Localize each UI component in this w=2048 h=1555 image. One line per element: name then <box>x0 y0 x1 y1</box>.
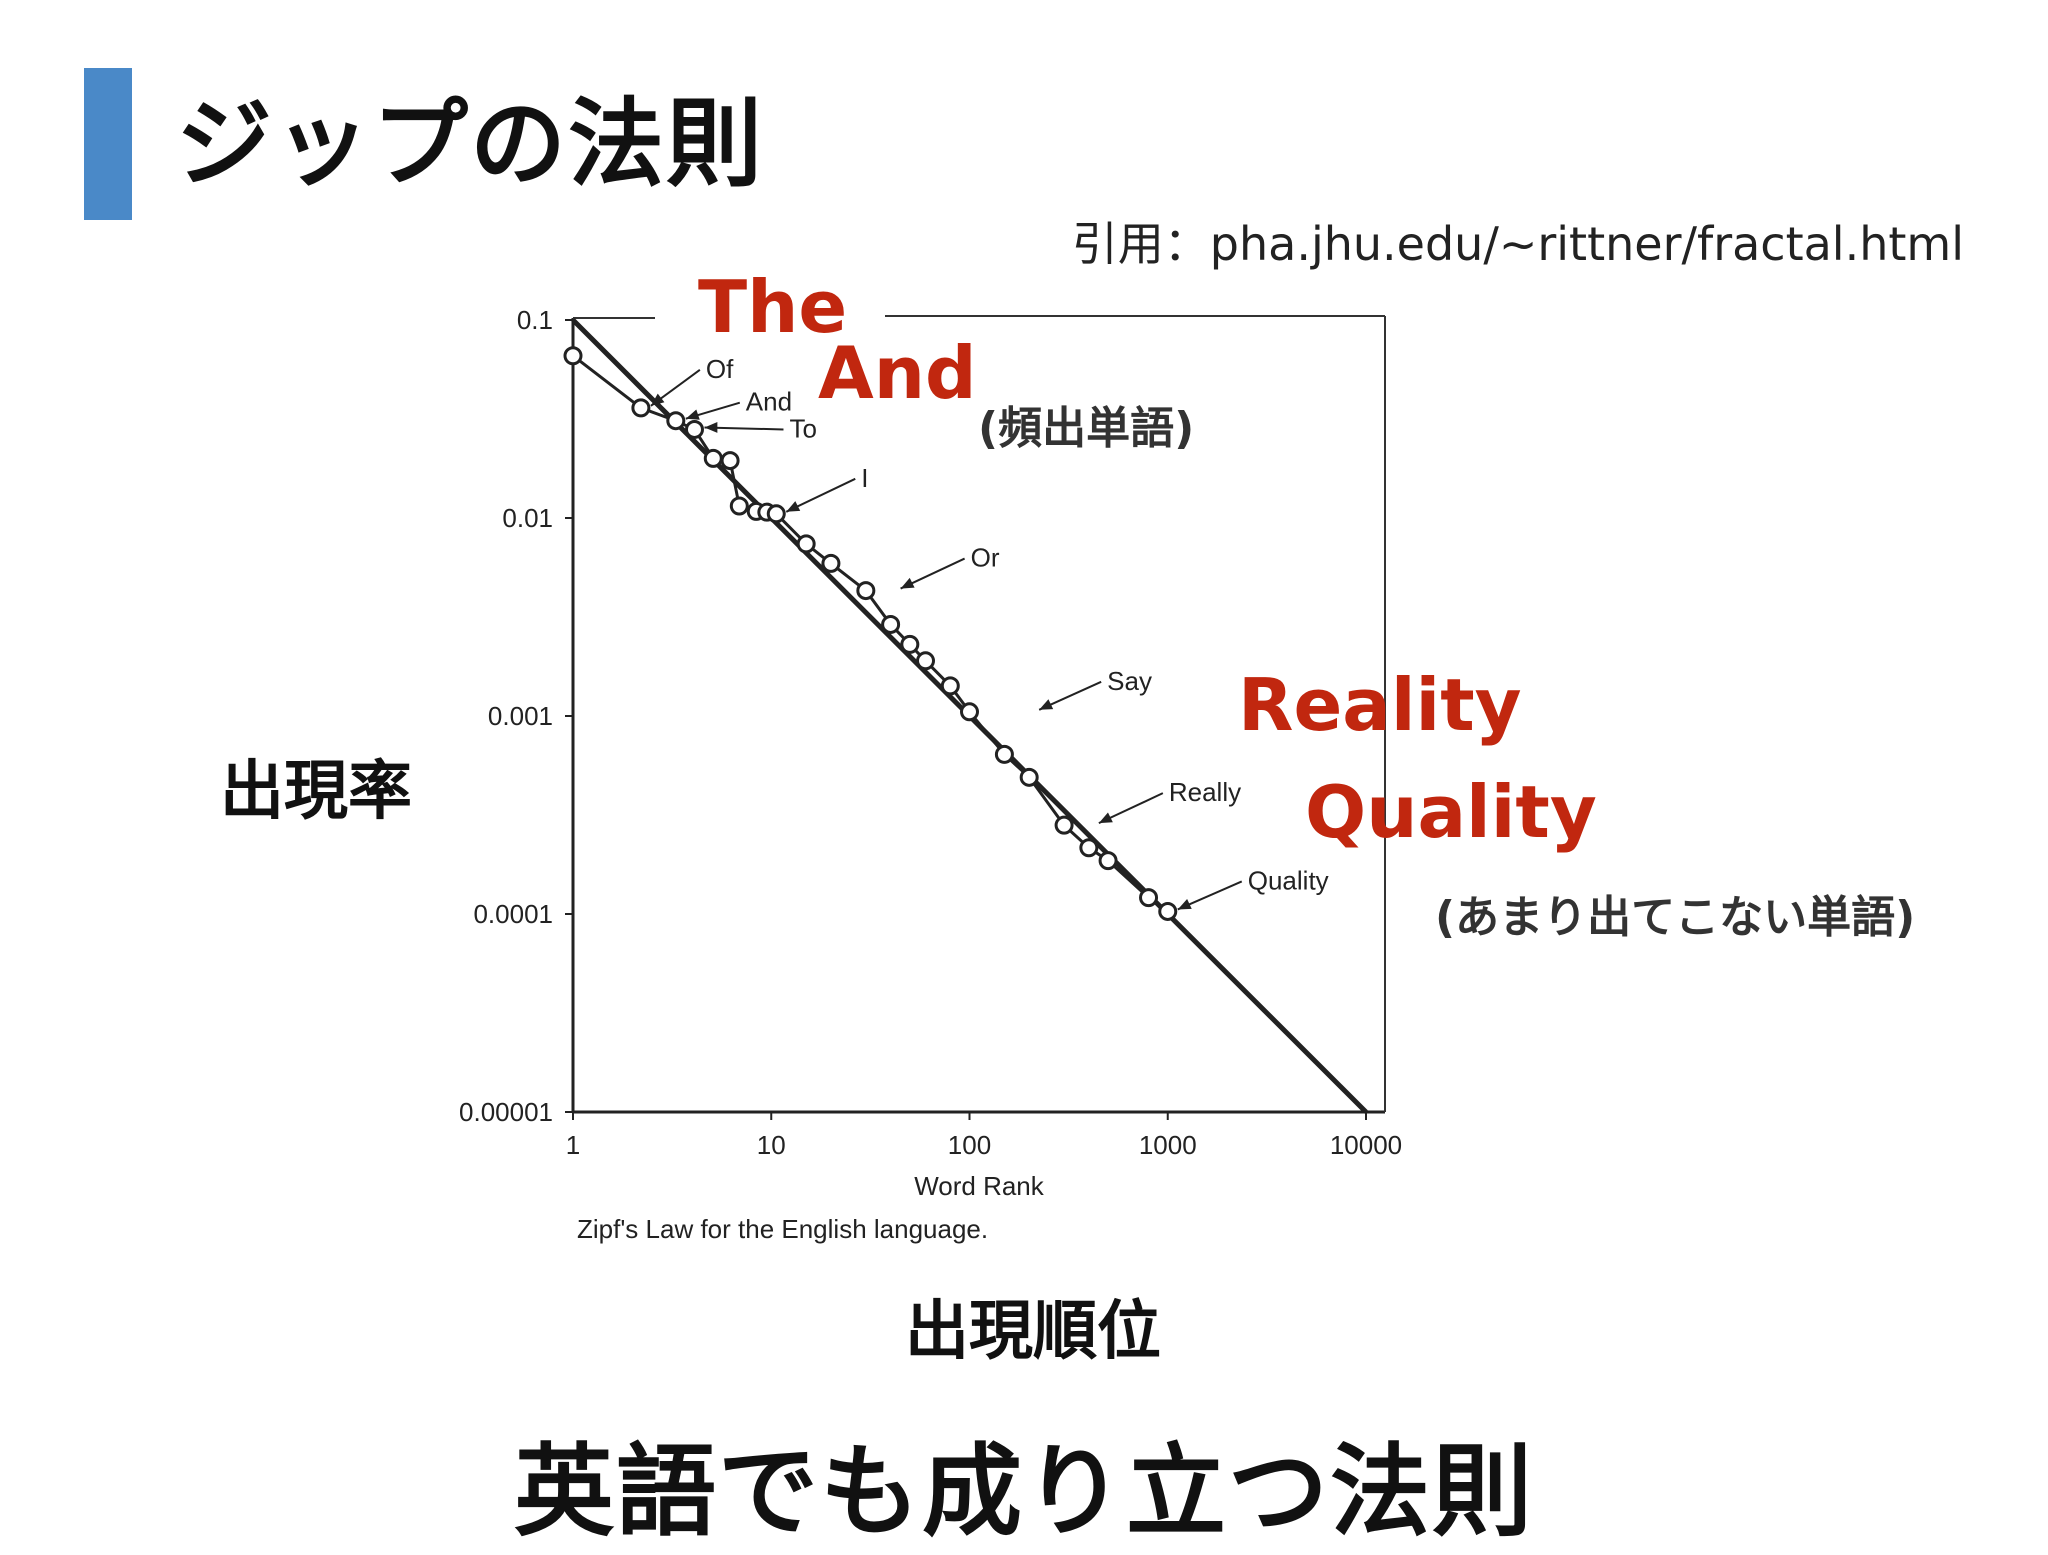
x-axis-label: Word Rank <box>914 1171 1045 1201</box>
data-point <box>766 504 786 524</box>
annotation-arrowhead <box>704 422 718 433</box>
data-point <box>994 744 1014 764</box>
annotation-arrowhead <box>650 393 665 406</box>
highlight-reality: Reality <box>1238 663 1522 747</box>
y-ticks: 0.1 0.01 0.001 0.0001 0.00001 <box>459 305 573 1127</box>
data-points <box>563 346 1178 921</box>
annotation-label: Or <box>971 543 1000 573</box>
data-point <box>1158 901 1178 921</box>
data-point <box>900 634 920 654</box>
data-point <box>666 411 686 431</box>
annotation-label: To <box>789 413 816 443</box>
data-point <box>940 676 960 696</box>
y-tick-label: 0.1 <box>517 305 553 335</box>
data-point <box>563 346 583 366</box>
data-point <box>720 451 740 471</box>
data-point <box>1139 888 1159 908</box>
annotation-arrowhead <box>1177 899 1192 910</box>
annotation-arrow <box>704 426 784 431</box>
highlight-the: The <box>698 265 847 349</box>
annotation-arrowhead <box>685 409 700 420</box>
annotation-label: Of <box>706 354 734 384</box>
page-title: ジップの法則 <box>176 88 764 200</box>
x-ticks: 1 10 100 1000 10000 <box>566 1112 1402 1160</box>
y-tick-label: 0.01 <box>502 503 553 533</box>
data-point <box>796 534 816 554</box>
annotation-label: I <box>861 463 868 493</box>
data-point <box>821 553 841 573</box>
annotation-arrowhead <box>1098 812 1113 824</box>
annotation-label: Say <box>1107 666 1152 696</box>
x-tick-label: 1000 <box>1139 1130 1197 1160</box>
y-axis-label-jp: 出現率 <box>220 755 412 829</box>
data-point <box>684 419 704 439</box>
chart-title: Zipf's Law for the English language. <box>577 1214 988 1244</box>
annotation-arrowhead <box>900 577 915 589</box>
x-tick-label: 10000 <box>1330 1130 1402 1160</box>
y-tick-label: 0.0001 <box>473 899 553 929</box>
y-tick-label: 0.001 <box>488 701 553 731</box>
data-point <box>631 398 651 418</box>
annotation-arrowhead <box>1039 699 1054 710</box>
data-point <box>1054 815 1074 835</box>
rare-note: (あまり出てこない単語) <box>1435 892 1915 943</box>
annotation-label: And <box>746 387 792 417</box>
x-tick-label: 10 <box>757 1130 786 1160</box>
data-point <box>703 448 723 468</box>
data-point <box>916 651 936 671</box>
slide-caption: 英語でも成り立つ法則 <box>514 1433 1534 1550</box>
frequent-note: (頻出単語) <box>978 403 1194 454</box>
annotation-arrowhead <box>786 501 801 512</box>
x-axis-label-jp: 出現順位 <box>905 1295 1161 1369</box>
annotation-label: Really <box>1169 777 1241 807</box>
data-point <box>960 702 979 722</box>
annotation-label: Quality <box>1248 865 1329 895</box>
source-citation: 引用：pha.jhu.edu/~rittner/fractal.html <box>1071 217 1964 271</box>
data-point <box>729 496 749 516</box>
title-accent-bar <box>84 68 132 220</box>
highlight-quality: Quality <box>1305 770 1597 854</box>
data-point <box>1098 851 1118 871</box>
x-tick-label: 1 <box>566 1130 580 1160</box>
data-point <box>1079 838 1099 858</box>
data-point <box>856 581 876 601</box>
data-point <box>1019 767 1039 787</box>
highlight-and: And <box>818 331 977 415</box>
y-tick-label: 0.00001 <box>459 1097 553 1127</box>
x-tick-label: 100 <box>948 1130 991 1160</box>
data-point <box>881 614 901 634</box>
